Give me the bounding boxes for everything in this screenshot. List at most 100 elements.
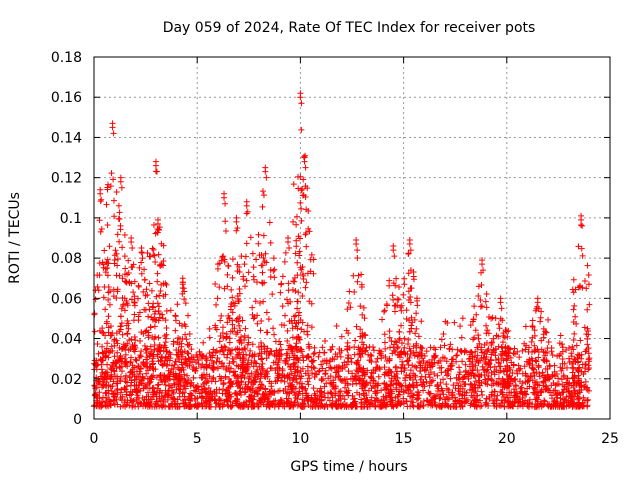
data-point: [578, 221, 585, 228]
data-point: [440, 330, 447, 337]
data-point: [354, 255, 361, 262]
data-point: [173, 376, 180, 383]
data-point: [454, 352, 461, 359]
data-point: [388, 390, 395, 397]
data-point: [395, 380, 402, 387]
data-point: [475, 399, 482, 406]
data-point: [296, 252, 303, 259]
data-point: [201, 364, 208, 371]
data-point: [467, 322, 474, 329]
data-point: [156, 226, 163, 233]
data-point: [410, 383, 417, 390]
data-point: [165, 391, 172, 398]
data-point: [259, 365, 266, 372]
data-point: [306, 298, 313, 305]
data-point: [157, 387, 164, 394]
data-point: [121, 271, 128, 278]
data-point: [124, 363, 131, 370]
data-point: [219, 329, 226, 336]
data-point: [327, 364, 334, 371]
data-point: [290, 363, 297, 370]
data-point: [153, 168, 160, 175]
data-point: [578, 383, 585, 390]
data-point: [312, 392, 319, 399]
data-point: [542, 349, 549, 356]
data-point: [468, 392, 475, 399]
data-point: [242, 368, 249, 375]
data-point: [227, 303, 234, 310]
data-point: [409, 399, 416, 406]
data-point: [91, 357, 98, 364]
data-point: [402, 382, 409, 389]
data-point: [311, 365, 318, 372]
data-point: [277, 289, 284, 296]
data-point: [267, 267, 274, 274]
data-point: [121, 307, 128, 314]
data-point: [292, 366, 299, 373]
data-point: [488, 369, 495, 376]
data-point: [233, 227, 240, 234]
data-point: [357, 345, 364, 352]
data-point: [110, 391, 117, 398]
data-point: [281, 258, 288, 265]
data-point: [382, 353, 389, 360]
data-point: [247, 234, 254, 241]
data-point: [527, 373, 534, 380]
data-point: [144, 375, 151, 382]
data-point: [467, 355, 474, 362]
data-point: [260, 192, 267, 199]
data-point: [297, 316, 304, 323]
data-point: [154, 229, 161, 236]
data-point: [413, 310, 420, 317]
data-point: [185, 350, 192, 357]
data-point: [519, 394, 526, 401]
data-point: [308, 251, 315, 258]
data-point: [291, 399, 298, 406]
data-point: [299, 352, 306, 359]
data-point: [410, 276, 417, 283]
data-point: [284, 400, 291, 407]
data-point: [176, 355, 183, 362]
data-point: [517, 365, 524, 372]
data-point: [241, 374, 248, 381]
data-point: [241, 389, 248, 396]
data-point: [395, 296, 402, 303]
data-point: [133, 374, 140, 381]
data-point: [499, 383, 506, 390]
data-point: [253, 360, 260, 367]
data-point: [213, 326, 220, 333]
data-point: [420, 357, 427, 364]
data-point: [126, 278, 133, 285]
data-point: [286, 245, 293, 252]
data-point: [94, 283, 101, 290]
y-tick-label: 0.12: [51, 171, 82, 187]
data-point: [140, 385, 147, 392]
data-point: [506, 372, 513, 379]
data-point: [305, 381, 312, 388]
data-point: [556, 403, 563, 410]
data-point: [559, 389, 566, 396]
data-point: [485, 362, 492, 369]
data-point: [264, 345, 271, 352]
data-point: [249, 387, 256, 394]
data-point: [441, 355, 448, 362]
data-point: [305, 207, 312, 214]
data-point: [272, 367, 279, 374]
data-point: [511, 392, 518, 399]
data-point: [297, 199, 304, 206]
data-point: [514, 393, 521, 400]
data-point: [117, 323, 124, 330]
data-point: [367, 351, 374, 358]
data-point: [209, 352, 216, 359]
data-point: [284, 296, 291, 303]
data-point: [242, 253, 249, 260]
data-point: [543, 383, 550, 390]
data-point: [401, 365, 408, 372]
data-point: [572, 313, 579, 320]
data-point: [116, 328, 123, 335]
data-point: [203, 357, 210, 364]
data-point: [575, 243, 582, 250]
data-point: [581, 324, 588, 331]
plot-frame: [93, 56, 611, 420]
data-point: [249, 304, 256, 311]
